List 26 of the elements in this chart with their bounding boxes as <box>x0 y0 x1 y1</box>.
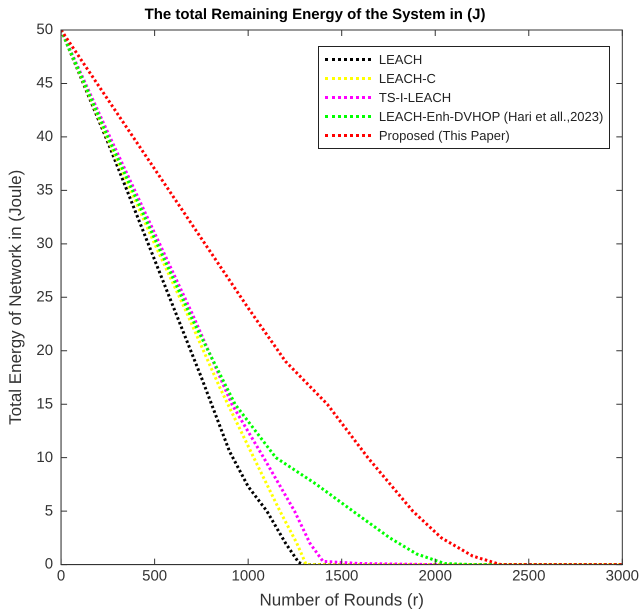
legend-label: LEACH <box>378 52 422 67</box>
x-axis-title: Number of Rounds (r) <box>260 590 424 610</box>
x-tick-label: 0 <box>56 568 66 585</box>
y-tick-label: 20 <box>36 342 54 359</box>
x-tick-label: 2500 <box>512 568 546 585</box>
y-tick-label: 0 <box>44 556 54 573</box>
y-tick-label: 40 <box>36 128 54 146</box>
y-tick-label: 50 <box>36 21 54 38</box>
y-tick-label: 35 <box>36 182 54 199</box>
legend-label: TS-I-LEACH <box>378 90 452 105</box>
y-tick-label: 30 <box>36 234 54 252</box>
legend-label: LEACH-C <box>378 71 436 86</box>
legend-label: Proposed (This Paper) <box>378 128 510 143</box>
x-tick-label: 3000 <box>606 568 640 585</box>
x-tick-label: 1000 <box>231 568 265 585</box>
y-axis-title: Total Energy of Network in (Joule) <box>6 170 25 425</box>
y-tick-label: 25 <box>36 288 54 306</box>
legend-label: LEACH-Enh-DVHOP (Hari et all.,2023) <box>378 109 604 124</box>
chart-title: The total Remaining Energy of the System in (J) <box>144 6 486 24</box>
x-tick-label: 500 <box>142 568 168 585</box>
y-tick-label: 15 <box>36 395 54 412</box>
y-tick-label: 5 <box>44 502 54 520</box>
y-tick-label: 10 <box>36 448 54 466</box>
x-tick-label: 1500 <box>325 568 358 585</box>
y-tick-label: 45 <box>36 74 54 92</box>
x-tick-label: 2000 <box>418 568 452 585</box>
